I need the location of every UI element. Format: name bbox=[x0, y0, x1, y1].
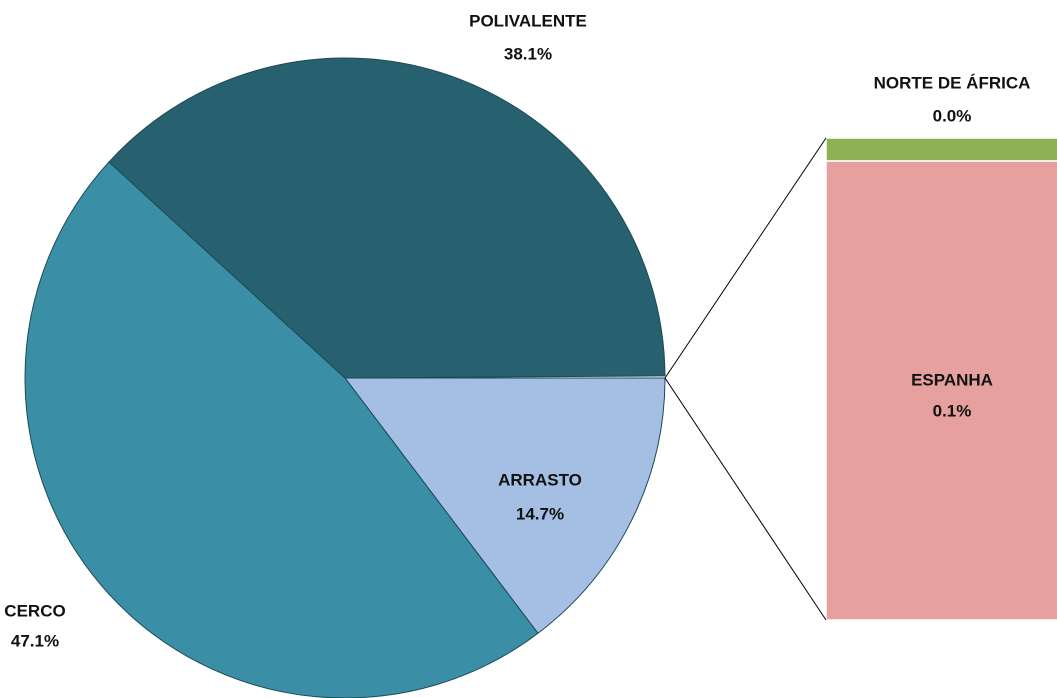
slice-label: POLIVALENTE bbox=[469, 11, 587, 30]
pie-slice bbox=[24, 161, 539, 698]
bar-label: ESPANHA bbox=[911, 370, 993, 389]
connector bbox=[664, 137, 827, 379]
bar-value: 0.1% bbox=[933, 401, 972, 420]
slice-label: CERCO bbox=[4, 601, 65, 620]
bar-value: 0.0% bbox=[933, 106, 972, 125]
bar-segment bbox=[825, 160, 1057, 621]
slice-value: 38.1% bbox=[504, 44, 552, 63]
slice-value: 14.7% bbox=[516, 504, 564, 523]
pie-slice bbox=[108, 57, 666, 379]
connector bbox=[664, 377, 827, 621]
slice-label: ARRASTO bbox=[498, 470, 582, 489]
pie-slice bbox=[343, 377, 666, 634]
bar-segment bbox=[825, 137, 1057, 162]
bar-label: NORTE DE ÁFRICA bbox=[874, 73, 1031, 92]
slice-value: 47.1% bbox=[11, 631, 59, 650]
